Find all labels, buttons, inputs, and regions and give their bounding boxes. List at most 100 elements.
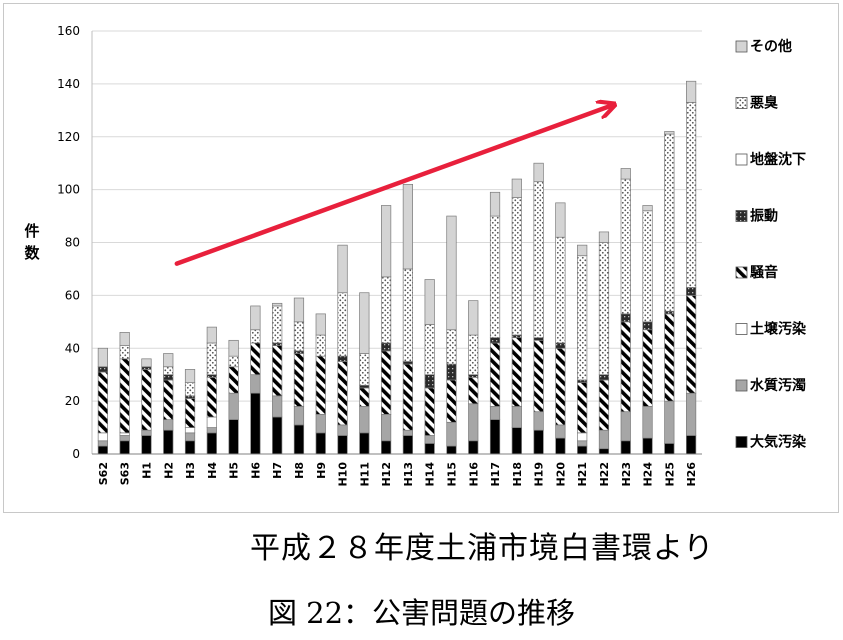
bar-segment — [206, 342, 217, 376]
bar-segment — [97, 432, 108, 442]
bar-segment — [315, 432, 326, 455]
chart-frame: 0 20 40 60 80 100 120 140 160 件数 S62 S63 H1 H2 H3 H4 H5 H… — [3, 3, 839, 513]
bar-segment — [533, 411, 544, 431]
bar-segment — [598, 429, 610, 450]
bar-segment — [686, 392, 697, 436]
bar-segment — [337, 424, 348, 436]
bar-segment — [598, 242, 610, 376]
bar-segment — [184, 395, 196, 399]
bar-segment — [446, 363, 457, 381]
bar-segment — [381, 342, 392, 352]
bar-segment — [598, 374, 610, 381]
bar-segment — [337, 435, 348, 455]
bar-segment — [293, 424, 305, 455]
bar-segment — [468, 300, 479, 336]
bar-segment — [97, 366, 108, 373]
legend-swatch — [735, 379, 748, 392]
legend-label: 振動 — [750, 208, 778, 225]
bar-segment — [446, 421, 457, 447]
y-tick-label: 160 — [57, 24, 80, 38]
bar-segment — [642, 329, 653, 407]
bar-segment — [359, 384, 370, 389]
bar-segment — [642, 437, 653, 455]
bar-segment — [511, 334, 522, 339]
bar-segment — [272, 416, 283, 455]
y-tick-label: 20 — [65, 394, 80, 408]
x-tick-label: H4 — [206, 462, 219, 479]
y-tick-label: 0 — [72, 447, 80, 461]
bar-segment — [359, 432, 370, 455]
bar-segment — [686, 102, 697, 288]
legend-swatch — [735, 40, 748, 53]
legend-label: 水質汚濁 — [750, 377, 806, 394]
bar-segment — [642, 321, 653, 331]
bar-segment — [119, 432, 130, 436]
bar-segment — [337, 355, 348, 362]
bar-segment — [184, 440, 196, 455]
bar-segment — [468, 376, 479, 405]
bar-segment — [141, 366, 152, 370]
bar-segment — [359, 292, 370, 354]
bar-segment — [555, 347, 566, 426]
bar-segment — [620, 168, 631, 180]
legend-swatch — [735, 210, 748, 222]
bar-segment — [533, 181, 544, 339]
bar-segment — [272, 395, 283, 418]
bar-segment — [163, 353, 174, 368]
bar-segment — [228, 392, 239, 420]
bar-segment — [577, 440, 588, 447]
bar-segment — [381, 413, 392, 442]
source-credit: 平成２８年度土浦市境白書環より — [250, 531, 715, 566]
bar-segment — [511, 197, 522, 336]
bar-segment — [250, 392, 261, 455]
bar-segment — [598, 379, 610, 431]
bar-segment — [489, 337, 501, 344]
bar-segment — [337, 244, 348, 294]
bar-segment — [359, 406, 370, 434]
bar-segment — [664, 443, 675, 455]
bar-segment — [293, 406, 305, 426]
bar-segment — [620, 321, 631, 413]
x-tick-label: H1 — [140, 462, 153, 479]
bar-segment — [206, 326, 217, 344]
y-tick-label: 80 — [65, 236, 80, 250]
bar-segment — [642, 210, 653, 323]
x-tick-label: H2 — [162, 462, 175, 479]
bar-segment — [424, 324, 435, 376]
bar-segment — [555, 437, 566, 455]
x-tick-label: H8 — [293, 462, 306, 479]
bar-segment — [228, 355, 239, 368]
bar-segment — [250, 305, 261, 331]
bar-segment — [272, 345, 283, 397]
x-tick-label: H26 — [685, 462, 698, 487]
bar-segment — [468, 403, 479, 442]
x-tick-label: H21 — [576, 462, 589, 487]
x-tick-label: S63 — [119, 462, 132, 485]
x-tick-label: H5 — [228, 462, 241, 479]
bar-segment — [424, 279, 435, 325]
bar-segment — [533, 429, 544, 455]
legend-swatch — [735, 436, 748, 448]
bar-segment — [555, 424, 566, 439]
bar-segment — [511, 406, 522, 428]
y-tick-label: 120 — [57, 130, 80, 144]
legend-label: 地盤沈下 — [750, 151, 806, 168]
bar-segment — [468, 334, 479, 376]
bar-segment — [424, 387, 435, 436]
bar-segment — [163, 419, 174, 431]
bar-segment — [119, 332, 130, 346]
bar-segment — [642, 205, 653, 212]
bar-segment — [359, 387, 370, 407]
bar-segment — [381, 440, 392, 455]
bar-segment — [184, 382, 196, 397]
bar-segment — [511, 337, 522, 407]
bar-segment — [468, 440, 479, 455]
bar-segment — [272, 302, 283, 307]
bar-segment — [620, 178, 631, 315]
x-tick-label: H15 — [445, 462, 458, 487]
bar-segment — [163, 379, 174, 420]
bar-segment — [402, 361, 413, 365]
bar-segment — [664, 313, 675, 402]
legend-label: 大気汚染 — [750, 434, 807, 451]
